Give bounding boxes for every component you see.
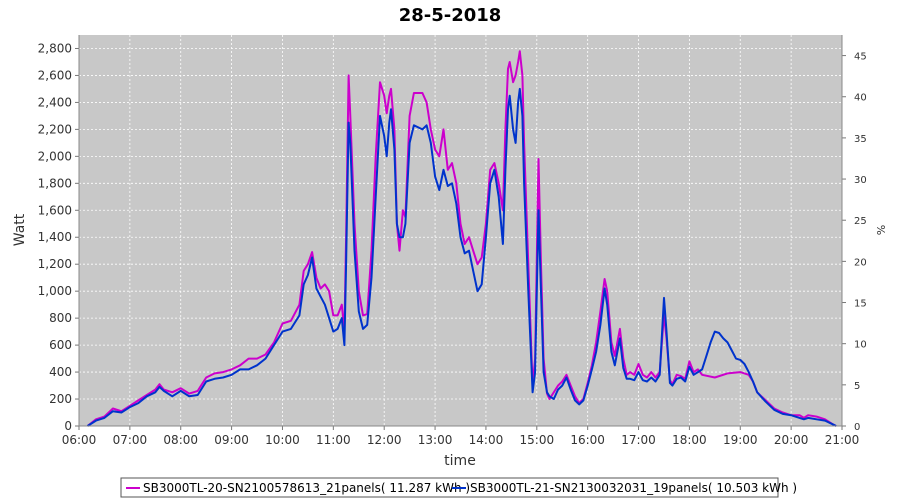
y2-tick-label: 35 — [854, 134, 867, 145]
x-tick-label: 14:00 — [469, 433, 504, 447]
y-tick-label: 1,400 — [38, 230, 72, 244]
x-tick-label: 17:00 — [621, 433, 656, 447]
x-tick-label: 08:00 — [163, 433, 198, 447]
legend-label-series-2: SB3000TL-21-SN2130032031_19panels( 10.50… — [470, 481, 797, 495]
x-tick-label: 21:00 — [825, 433, 860, 447]
x-tick-label: 07:00 — [113, 433, 148, 447]
x-tick-label: 09:00 — [214, 433, 249, 447]
x-axis-ticks: 06:00 07:00 08:00 09:00 10:00 11:00 12:00 13:00… — [62, 35, 860, 447]
series-layer — [86, 50, 837, 427]
y2-axis-label: % — [874, 225, 887, 235]
y-tick-label: 200 — [49, 392, 72, 406]
y2-tick-label: 25 — [854, 216, 867, 227]
y2-tick-label: 20 — [854, 257, 867, 268]
y2-tick-label: 5 — [854, 381, 860, 392]
y2-tick-label: 15 — [854, 299, 867, 310]
series-line-2 — [86, 87, 837, 427]
y-tick-label: 1,800 — [38, 176, 72, 190]
legend: SB3000TL-20-SN2100578613_21panels( 11.28… — [120, 477, 797, 498]
x-tick-label: 19:00 — [723, 433, 758, 447]
y2-tick-label: 45 — [854, 52, 867, 63]
y2-axis-ticks: 0 5 10 15 20 25 30 35 40 45 — [842, 52, 867, 433]
x-tick-label: 16:00 — [570, 433, 605, 447]
chart-title: 28-5-2018 — [399, 5, 502, 26]
y-tick-label: 400 — [49, 365, 72, 379]
x-tick-label: 06:00 — [62, 433, 97, 447]
y-axis-ticks: 0 200 400 600 800 1,000 1,200 1,400 1,600 1,800 2,… — [38, 41, 79, 433]
x-tick-label: 15:00 — [520, 433, 555, 447]
x-axis-label: time — [444, 453, 476, 469]
y-tick-label: 1,600 — [38, 203, 72, 217]
x-tick-label: 20:00 — [774, 433, 809, 447]
y-tick-label: 2,400 — [38, 95, 72, 109]
x-tick-label: 11:00 — [316, 433, 351, 447]
y-tick-label: 600 — [49, 338, 72, 352]
y-tick-label: 800 — [49, 311, 72, 325]
y-tick-label: 2,000 — [38, 149, 72, 163]
y-tick-label: 1,000 — [38, 284, 72, 298]
y2-tick-label: 0 — [854, 422, 860, 433]
y-tick-label: 2,600 — [38, 68, 72, 82]
x-tick-label: 18:00 — [672, 433, 707, 447]
y-axis-label: Watt — [12, 213, 28, 246]
y-tick-label: 2,200 — [38, 122, 72, 136]
y-tick-label: 0 — [64, 419, 72, 433]
x-tick-label: 12:00 — [367, 433, 402, 447]
x-tick-label: 13:00 — [418, 433, 453, 447]
y2-tick-label: 40 — [854, 93, 867, 104]
legend-box — [120, 477, 779, 498]
y-tick-label: 1,200 — [38, 257, 72, 271]
y-tick-label: 2,800 — [38, 41, 72, 55]
y2-tick-label: 30 — [854, 175, 867, 186]
legend-label-series-1: SB3000TL-20-SN2100578613_21panels( 11.28… — [143, 481, 470, 495]
y2-tick-label: 10 — [854, 340, 867, 351]
x-tick-label: 10:00 — [265, 433, 300, 447]
